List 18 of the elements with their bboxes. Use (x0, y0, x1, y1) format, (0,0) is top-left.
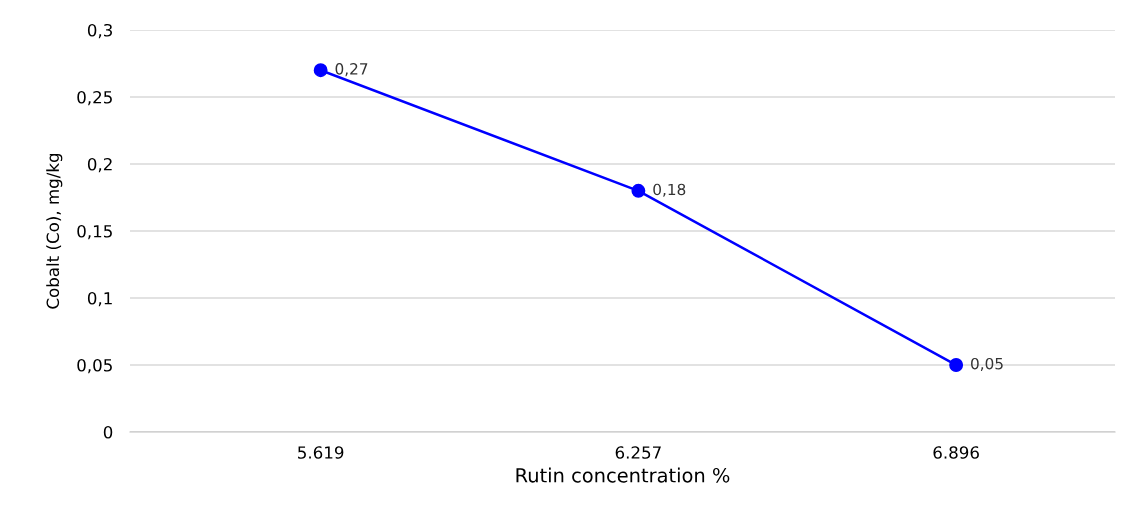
point (949, 358, 964, 372)
y-tick-label: 0,3 (87, 23, 112, 39)
point (631, 183, 646, 198)
y-tick-label: 0,05 (77, 358, 112, 374)
y-tick-label: 0,1 (87, 291, 112, 307)
y-tick-label: 0 (103, 425, 113, 439)
x-tick-label: 5.619 (298, 446, 344, 459)
y-tick-label: 0,25 (77, 90, 112, 106)
x-tick-label: 6.257 (615, 446, 661, 459)
x-axis-title: Rutin concentration % (516, 467, 730, 483)
data-label: 0,18 (653, 183, 686, 197)
data-label: 0,05 (971, 357, 1003, 371)
y-axis-title: Cobalt (Co), mg/kg (46, 153, 63, 309)
y-tick-label: 0,2 (87, 157, 112, 173)
y-tick-label: 0,15 (77, 224, 112, 240)
point (313, 63, 328, 78)
x-tick-label: 6.896 (933, 446, 979, 459)
data-label: 0,27 (335, 63, 368, 77)
